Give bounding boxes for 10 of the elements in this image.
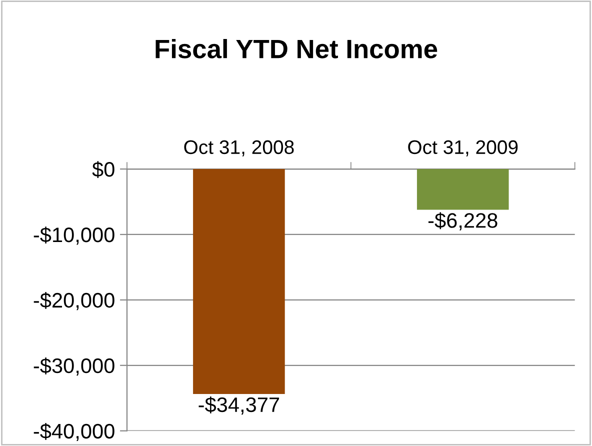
y-tick-label: -$40,000 [34, 422, 114, 442]
y-tick-label: -$30,000 [34, 358, 114, 376]
y-tick-label: -$20,000 [34, 292, 114, 310]
y-tick-label: $0 [92, 161, 114, 178]
data-label: -$6,228 [428, 212, 498, 230]
x-tick-label: Oct 31, 2009 [408, 140, 518, 156]
data-label: -$34,377 [198, 396, 280, 415]
y-tick-label: -$10,000 [34, 226, 114, 245]
x-tick-label: Oct 31, 2008 [184, 140, 294, 156]
chart-title: Fiscal YTD Net Income [156, 38, 438, 58]
